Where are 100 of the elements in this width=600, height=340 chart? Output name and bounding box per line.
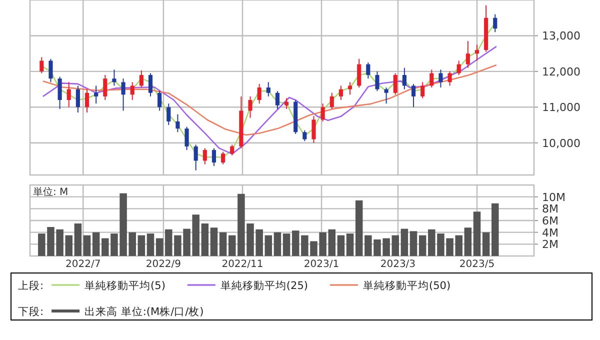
legend-title: 下段: xyxy=(18,306,44,318)
bar xyxy=(56,229,64,256)
bar xyxy=(310,241,318,256)
candlestick xyxy=(320,103,325,122)
bar xyxy=(355,200,363,256)
candlestick xyxy=(194,144,198,171)
x-tick-label: 2022/7 xyxy=(66,259,101,270)
legend-label: 出来高 単位:(M株/口/枚) xyxy=(84,305,204,318)
bar xyxy=(83,235,91,256)
candlestick xyxy=(302,130,307,142)
bar xyxy=(92,232,100,256)
x-tick-label: 2022/11 xyxy=(222,259,264,270)
bar xyxy=(246,223,254,256)
y-tick-label: 12,000 xyxy=(542,65,580,78)
y-tick-label: 2M xyxy=(542,238,558,252)
bar xyxy=(364,235,372,256)
x-tick-label: 2023/3 xyxy=(380,259,416,270)
bar xyxy=(110,234,118,256)
candlestick xyxy=(474,44,480,62)
y-tick-label: 6M xyxy=(542,214,558,228)
candlestick xyxy=(166,103,171,126)
x-tick-label: 2022/9 xyxy=(146,259,182,270)
bar xyxy=(102,238,109,256)
bar xyxy=(146,234,154,256)
x-tick-label: 2023/1 xyxy=(304,259,340,270)
bar xyxy=(292,230,300,256)
bar xyxy=(482,232,490,256)
y-tick-label: 11,000 xyxy=(542,101,580,114)
legend-label: 単純移動平均(25) xyxy=(220,280,308,292)
bar xyxy=(337,235,345,256)
bar xyxy=(120,193,127,256)
bar xyxy=(174,235,182,256)
candlestick xyxy=(176,114,180,133)
bar xyxy=(47,227,54,256)
bar xyxy=(192,214,200,256)
bar xyxy=(38,234,46,256)
candlestick xyxy=(230,144,234,156)
bar xyxy=(256,229,263,256)
bar xyxy=(328,229,336,256)
candlestick xyxy=(40,56,44,74)
bar xyxy=(418,235,426,256)
candlestick xyxy=(48,58,53,83)
candlestick xyxy=(330,92,334,110)
bar xyxy=(410,231,418,256)
bar xyxy=(428,229,436,256)
candlestick xyxy=(338,85,343,100)
candlestick xyxy=(130,82,134,100)
bar xyxy=(201,223,209,256)
bar xyxy=(455,235,462,256)
y-tick-label: 4M xyxy=(542,226,558,240)
legend-label: 単純移動平均(50) xyxy=(362,280,451,292)
candlestick xyxy=(58,76,62,110)
bar xyxy=(228,235,236,256)
bar xyxy=(400,228,408,256)
bar xyxy=(274,232,282,256)
candlestick xyxy=(257,83,262,104)
candlestick xyxy=(84,88,90,113)
candlestick xyxy=(348,82,352,96)
bar xyxy=(65,235,72,256)
y-tick-label: 13,000 xyxy=(542,30,580,43)
bar xyxy=(319,232,326,256)
candlestick xyxy=(158,90,162,112)
bar xyxy=(128,232,136,256)
candlestick xyxy=(420,82,425,99)
candlestick xyxy=(284,98,289,110)
bar xyxy=(138,235,146,256)
bar xyxy=(282,234,290,256)
candlestick xyxy=(212,148,216,167)
candlestick xyxy=(456,60,461,76)
candlestick xyxy=(112,69,116,86)
y-tick-label: 10,000 xyxy=(542,136,580,150)
candlestick xyxy=(466,40,470,68)
candlestick xyxy=(275,90,280,110)
bar xyxy=(392,235,399,256)
candlestick xyxy=(393,72,398,96)
candlestick xyxy=(493,14,498,33)
bar xyxy=(346,234,354,256)
candlestick xyxy=(266,82,270,97)
bar xyxy=(374,239,381,256)
bar xyxy=(264,235,272,256)
candlestick xyxy=(375,70,380,92)
bar xyxy=(492,203,499,256)
candlestick xyxy=(221,151,226,165)
candlestick xyxy=(438,69,443,88)
candlestick xyxy=(94,85,98,104)
candlestick xyxy=(76,85,80,113)
bar xyxy=(156,238,164,256)
candlestick xyxy=(402,67,406,90)
candlestick xyxy=(248,96,252,118)
y-tick-label: 10M xyxy=(542,190,566,204)
candlestick xyxy=(384,87,388,104)
candlestick xyxy=(184,126,189,150)
bar xyxy=(464,228,472,256)
bar xyxy=(210,228,218,256)
bar xyxy=(437,234,444,256)
candlestick xyxy=(103,74,108,100)
y-tick-label: 8M xyxy=(542,202,558,216)
candlestick xyxy=(357,58,362,88)
bar xyxy=(74,223,82,256)
candlestick xyxy=(148,72,153,97)
